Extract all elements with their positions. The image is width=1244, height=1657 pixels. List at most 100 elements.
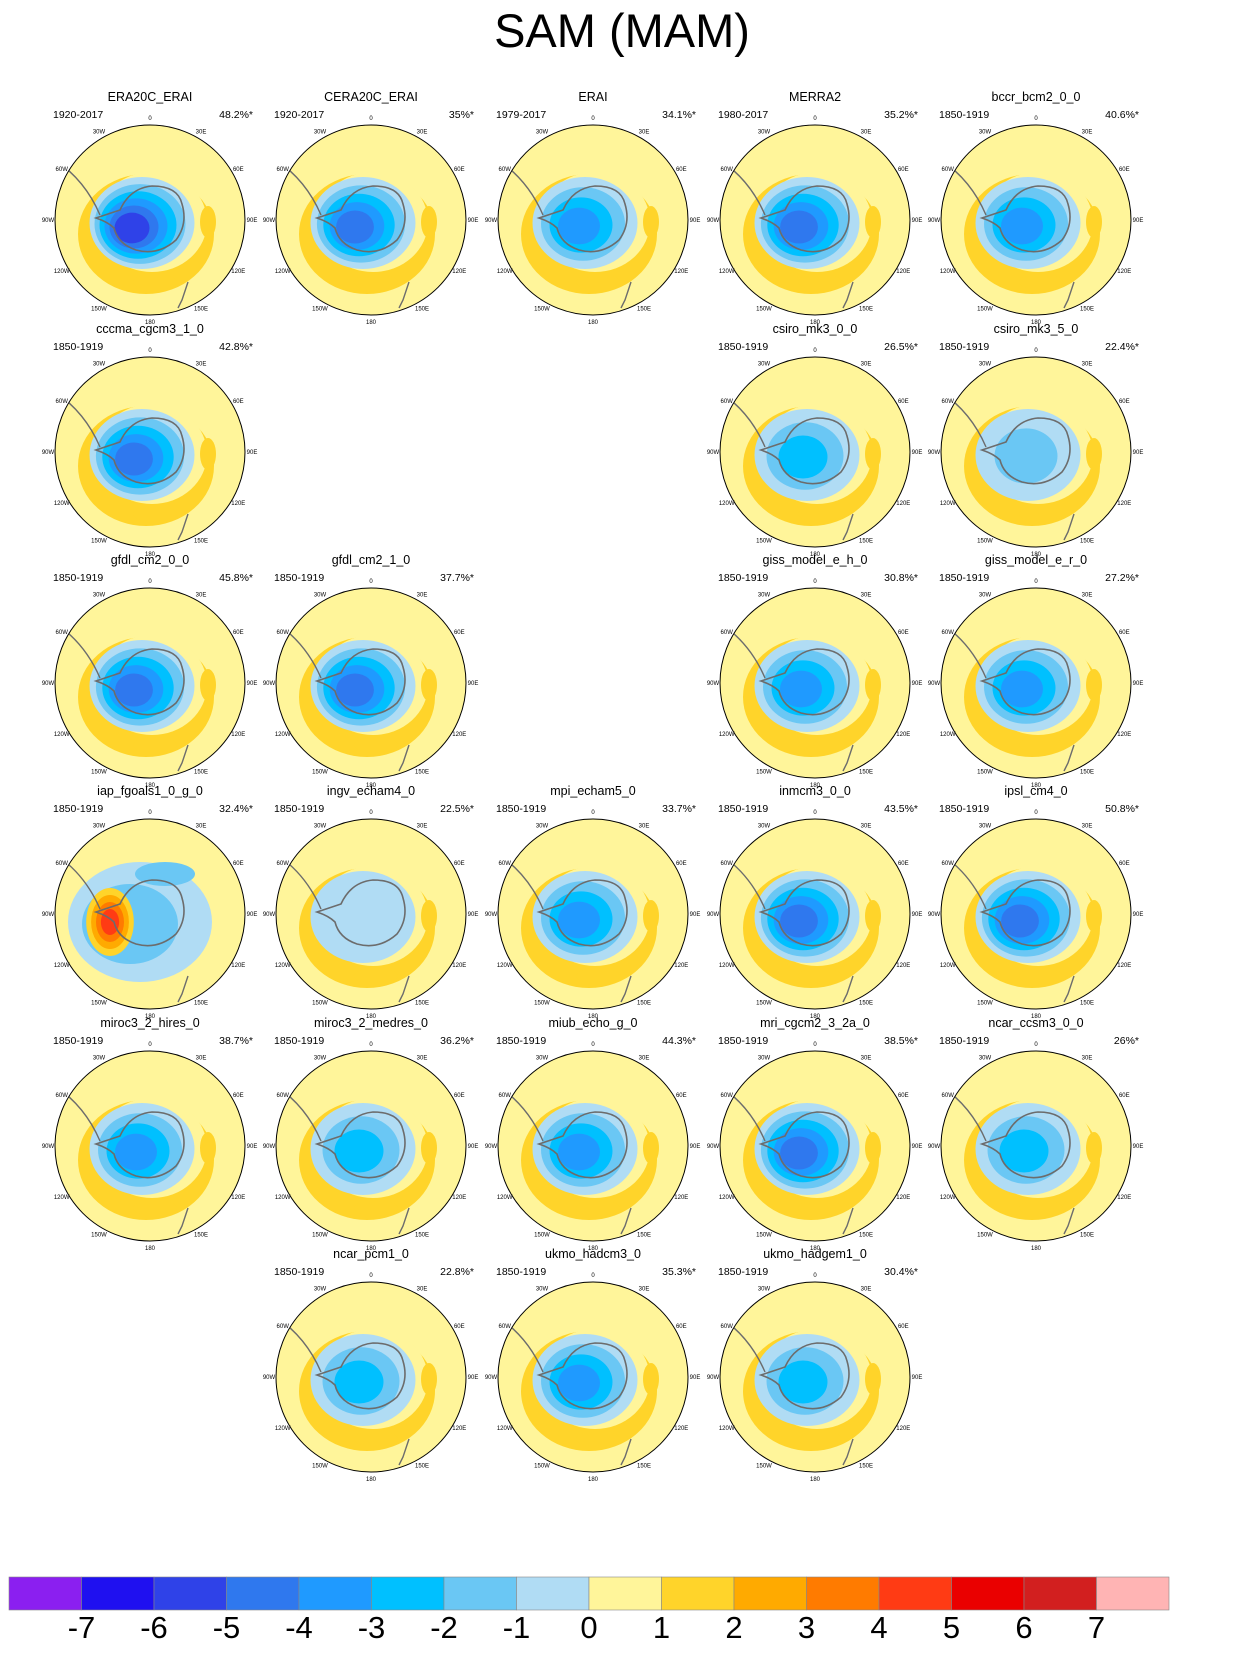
longitude-label: 60E — [676, 1324, 687, 1330]
panel-period: 1850-1919 — [53, 1035, 104, 1047]
polar-map: 0 30E 60E 90E 120E 150E 180 150W 120W 90W 60W 30W — [707, 348, 923, 557]
longitude-label: 90E — [912, 1144, 923, 1150]
panel-period: 1850-1919 — [718, 341, 769, 353]
longitude-label: 90W — [707, 1375, 720, 1381]
longitude-label: 30W — [314, 130, 327, 136]
map-panel: MERRA2 1980-2017 35.2%* 0 30E 60E 90E 120E 150E 1… — [700, 90, 930, 325]
map-panel: gfdl_cm2_1_0 1850-1919 37.7%* 0 30E 60E 90E 120… — [256, 553, 486, 788]
longitude-label: 60E — [898, 861, 909, 867]
map-panel: inmcm3_0_0 1850-1919 43.5%* 0 30E 60E 90E 120E 1… — [700, 784, 930, 1019]
longitude-label: 30E — [1082, 1056, 1093, 1062]
longitude-label: 30W — [979, 1056, 992, 1062]
colorbar-swatch — [951, 1576, 1025, 1611]
longitude-label: 120W — [497, 963, 513, 969]
longitude-label: 90E — [912, 450, 923, 456]
longitude-label: 30E — [417, 1287, 428, 1293]
longitude-label: 0 — [813, 348, 817, 354]
colorbar-swatch — [226, 1576, 300, 1611]
longitude-label: 150W — [312, 306, 328, 312]
longitude-label: 0 — [369, 116, 373, 122]
longitude-label: 60W — [721, 167, 734, 173]
longitude-label: 180 — [588, 1477, 599, 1482]
longitude-label: 30W — [93, 824, 106, 830]
longitude-label: 90W — [707, 218, 720, 224]
longitude-label: 30W — [314, 1056, 327, 1062]
longitude-label: 150W — [312, 769, 328, 775]
polar-map: 0 30E 60E 90E 120E 150E 180 150W 120W 90W 60W 30W — [928, 579, 1144, 788]
longitude-label: 150E — [859, 769, 873, 775]
longitude-label: 150E — [415, 1000, 429, 1006]
map-panel: mpi_echam5_0 1850-1919 33.7%* 0 30E 60E 90E 120… — [478, 784, 708, 1019]
longitude-label: 0 — [148, 579, 152, 585]
panel-name: mpi_echam5_0 — [550, 784, 636, 798]
panel-name: ncar_pcm1_0 — [333, 1247, 409, 1261]
panel-variance: 22.4%* — [1105, 341, 1139, 353]
longitude-label: 90E — [468, 912, 479, 918]
longitude-label: 150W — [534, 1000, 550, 1006]
map-panel: miroc3_2_medres_0 1850-1919 36.2%* 0 30E 60E 9… — [256, 1016, 486, 1251]
polar-map: 0 30E 60E 90E 120E 150E 180 150W 120W 90W 60W 30W — [42, 116, 258, 325]
longitude-label: 90W — [707, 450, 720, 456]
longitude-label: 180 — [366, 320, 377, 325]
longitude-label: 90W — [263, 912, 276, 918]
longitude-label: 60W — [721, 399, 734, 405]
longitude-label: 0 — [148, 810, 152, 816]
longitude-label: 60W — [56, 167, 69, 173]
longitude-label: 120E — [896, 501, 910, 507]
longitude-label: 180 — [588, 1246, 599, 1251]
longitude-label: 180 — [810, 552, 821, 557]
longitude-label: 90W — [263, 1375, 276, 1381]
longitude-label: 120E — [1117, 963, 1131, 969]
panel-name: gfdl_cm2_1_0 — [331, 553, 411, 567]
longitude-label: 90W — [707, 912, 720, 918]
panel-period: 1850-1919 — [939, 109, 990, 121]
longitude-label: 150W — [756, 538, 772, 544]
panel-variance: 45.8%* — [219, 572, 253, 584]
longitude-label: 0 — [148, 1042, 152, 1048]
longitude-label: 60E — [1119, 861, 1130, 867]
longitude-label: 120E — [231, 1195, 245, 1201]
longitude-label: 180 — [810, 783, 821, 788]
map-panel: ERA20C_ERAI 1920-2017 48.2%* 0 30E 60E 90E 120E… — [35, 90, 265, 325]
longitude-label: 150W — [534, 306, 550, 312]
longitude-label: 180 — [145, 1246, 156, 1251]
longitude-label: 60E — [454, 1093, 465, 1099]
longitude-label: 120W — [54, 1195, 70, 1201]
longitude-label: 120W — [275, 1195, 291, 1201]
longitude-label: 60E — [454, 1324, 465, 1330]
longitude-label: 90W — [928, 218, 941, 224]
longitude-label: 30E — [639, 1056, 650, 1062]
longitude-label: 120E — [1117, 732, 1131, 738]
longitude-label: 120W — [719, 732, 735, 738]
panel-name: ukmo_hadcm3_0 — [545, 1247, 641, 1261]
longitude-label: 30E — [639, 824, 650, 830]
longitude-label: 60W — [56, 1093, 69, 1099]
polar-map: 0 30E 60E 90E 120E 150E 180 150W 120W 90W 60W 30W — [707, 116, 923, 325]
longitude-label: 120W — [940, 501, 956, 507]
longitude-label: 30W — [536, 824, 549, 830]
panel-variance: 26%* — [1113, 1035, 1139, 1047]
longitude-label: 30E — [417, 824, 428, 830]
panel-variance: 38.5%* — [884, 1035, 918, 1047]
map-panel: ERAI 1979-2017 34.1%* 0 30E 60E 90E 120E 150E 180… — [478, 90, 708, 325]
panel-period: 1850-1919 — [939, 341, 990, 353]
longitude-label: 120W — [940, 269, 956, 275]
longitude-label: 90W — [42, 218, 55, 224]
longitude-label: 60E — [233, 630, 244, 636]
map-panel: CERA20C_ERAI 1920-2017 35%* 0 30E 60E 90E 120E 1… — [256, 90, 486, 325]
colorbar-tick-label: -1 — [502, 1610, 531, 1645]
longitude-label: 90E — [1133, 450, 1144, 456]
longitude-label: 120W — [940, 963, 956, 969]
longitude-label: 60E — [1119, 1093, 1130, 1099]
longitude-label: 90W — [42, 450, 55, 456]
colorbar-tick-label: 2 — [725, 1610, 743, 1645]
longitude-label: 120E — [452, 1426, 466, 1432]
panel-variance: 40.6%* — [1105, 109, 1139, 121]
longitude-label: 60W — [56, 399, 69, 405]
longitude-label: 150E — [194, 306, 208, 312]
longitude-label: 30E — [196, 362, 207, 368]
longitude-label: 120E — [1117, 501, 1131, 507]
panel-name: ingv_echam4_0 — [326, 784, 416, 798]
panel-period: 1850-1919 — [496, 1266, 547, 1278]
colorbar-swatch — [298, 1576, 372, 1611]
